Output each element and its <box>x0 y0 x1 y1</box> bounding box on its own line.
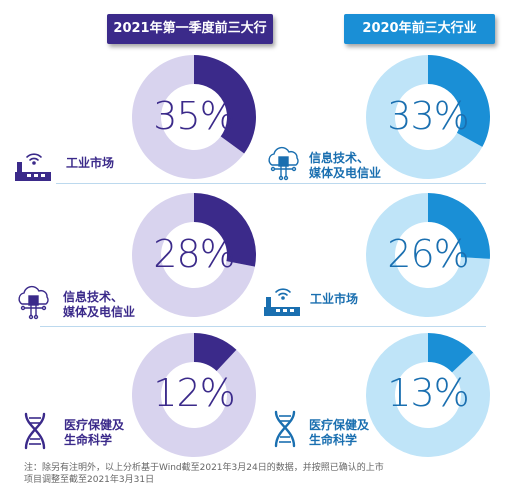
pct-label: 13% <box>387 371 469 415</box>
donut-remainder <box>132 55 245 179</box>
donut-slice <box>428 55 491 147</box>
dna-icon <box>274 410 296 448</box>
footnote-line2: 项目调整至截至2021年3月31日 <box>24 475 155 485</box>
label-tmt-line1: 信息技术、 <box>309 151 370 165</box>
label-industrial: 工业市场 <box>66 156 115 170</box>
donut-remainder <box>366 193 490 317</box>
pct-label: 33% <box>387 94 469 138</box>
donut-slice <box>428 333 474 373</box>
donut-remainder <box>131 193 255 317</box>
donut-remainder <box>366 55 483 180</box>
donut-remainder <box>131 333 256 457</box>
footnote-line1: 注：除另有注明外，以上分析基于Wind截至2021年3月24日的数据，并按照已确… <box>24 463 384 473</box>
pct-label: 26% <box>387 232 469 276</box>
factory-icon <box>264 288 300 316</box>
cloud-chip-icon <box>18 285 49 320</box>
label-health: 医疗保健及 生命科学 <box>309 418 369 448</box>
header-2021q1: 2021年第一季度前三大行业 <box>107 14 273 66</box>
factory-icon <box>15 153 51 181</box>
separator-2 <box>40 326 486 327</box>
label-tmt: 信息技术、 媒体及电信业 <box>309 151 381 181</box>
donut-slice <box>194 333 237 371</box>
label-health-line2: 生命科学 <box>64 433 113 447</box>
footnote: 注：除另有注明外，以上分析基于Wind截至2021年3月24日的数据，并按照已确… <box>24 462 404 486</box>
label-health: 医疗保健及 生命科学 <box>64 418 124 448</box>
donut-slice <box>428 193 490 259</box>
separator-1 <box>56 183 486 184</box>
label-health-line1: 医疗保健及 <box>309 418 370 432</box>
label-tmt-line2: 媒体及电信业 <box>309 166 382 180</box>
cloud-chip-icon <box>268 146 299 181</box>
label-industrial: 工业市场 <box>310 292 359 306</box>
label-tmt-line1: 信息技术、 <box>63 290 124 304</box>
label-health-line2: 生命科学 <box>309 433 358 447</box>
label-tmt-line2: 媒体及电信业 <box>63 305 136 319</box>
dna-icon <box>24 412 46 450</box>
pct-label: 12% <box>153 371 235 415</box>
pct-label: 28% <box>153 232 235 276</box>
header-2020: 2020年前三大行业 <box>344 14 495 44</box>
label-health-line1: 医疗保健及 <box>64 418 125 432</box>
donut-remainder <box>365 333 490 457</box>
pct-label: 35% <box>153 94 235 138</box>
label-tmt: 信息技术、 媒体及电信业 <box>63 290 135 320</box>
donut-slice <box>194 193 256 267</box>
donut-slice <box>194 55 256 154</box>
